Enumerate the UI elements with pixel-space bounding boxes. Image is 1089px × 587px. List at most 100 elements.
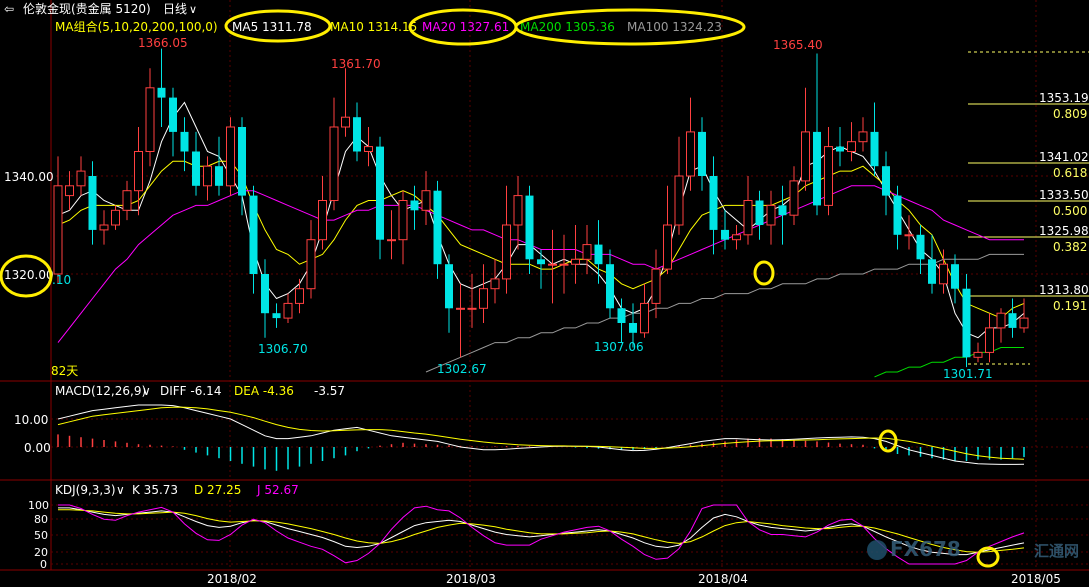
candle-body	[606, 264, 614, 309]
ma-group-label[interactable]: MA组合(5,10,20,200,100,0)	[55, 19, 218, 34]
candle-body	[353, 117, 361, 152]
period-selector[interactable]: 日线	[163, 2, 187, 16]
ma200-value: MA200 1305.36	[520, 20, 615, 34]
candle-body	[766, 204, 776, 226]
chevron-down-icon[interactable]: ∨	[189, 3, 197, 16]
candle-body	[467, 307, 477, 310]
candle-body	[376, 146, 384, 240]
candle-body	[663, 224, 672, 270]
low-label-2: 1302.67	[437, 362, 487, 376]
macd-chevron-icon[interactable]: ∨	[142, 384, 151, 398]
circle-ma200-ma100	[514, 8, 746, 46]
candle-body	[226, 126, 235, 187]
candle-body	[479, 288, 488, 309]
candle-body	[364, 146, 373, 153]
kdj-axis-20: 20	[34, 546, 48, 559]
candle-body	[215, 166, 223, 186]
high-label-1: 1366.05	[138, 36, 188, 50]
low-label-1: 1306.70	[258, 342, 308, 356]
circle-price-1320	[0, 254, 53, 298]
candle-body	[513, 195, 523, 226]
candle-body	[617, 308, 626, 323]
x-label-may: 2018/05	[1011, 572, 1061, 586]
macd-axis-0: 0.00	[24, 441, 51, 455]
kdj-panel	[58, 504, 1025, 565]
candle-body	[996, 312, 1006, 329]
fib-price: 1325.98	[1039, 224, 1089, 238]
kdj-legend: KDJ(9,3,3) ∨ K 35.73 D 27.25 J 52.67 100…	[28, 483, 299, 571]
grid-lines	[51, 175, 1089, 565]
fib-ratio: 0.809	[1053, 107, 1087, 121]
candle-body	[65, 185, 74, 197]
fib-ratio: 0.382	[1053, 240, 1087, 254]
watermark-subtext: 汇通网	[1034, 542, 1079, 560]
kdj-j-line	[58, 504, 1025, 565]
candle-body	[445, 264, 453, 309]
candle-body	[962, 288, 971, 358]
macd-diff-line	[57, 404, 1025, 465]
high-label-3: 1365.40	[773, 38, 823, 52]
candle-body	[398, 200, 408, 241]
macd-value: -3.57	[314, 384, 345, 398]
candle-body	[548, 263, 557, 266]
ma-legend: MA组合(5,10,20,200,100,0) MA5 1311.78 MA10…	[55, 19, 722, 34]
fib-price: 1341.02	[1039, 150, 1089, 164]
candle-body	[893, 195, 902, 235]
back-arrow-icon[interactable]: ⇦	[4, 2, 14, 16]
macd-name[interactable]: MACD(12,26,9)	[55, 384, 146, 398]
candle-body	[238, 127, 246, 196]
candle-body	[882, 166, 890, 196]
candle-body	[709, 176, 718, 230]
candle-body	[559, 263, 569, 266]
macd-panel	[57, 404, 1025, 471]
kdj-name[interactable]: KDJ(9,3,3)	[55, 483, 116, 497]
x-label-feb: 2018/02	[207, 572, 257, 586]
ma-line-ma5	[57, 101, 1025, 339]
candle-body	[433, 190, 442, 265]
candle-body	[928, 259, 936, 284]
ma10-value: MA10 1314.15	[330, 20, 417, 34]
candle-body	[261, 274, 269, 314]
watermark: FX678 汇通网	[867, 537, 1079, 561]
candle-body	[973, 351, 983, 358]
candle-body	[824, 146, 833, 206]
circle-candle-low	[753, 260, 775, 286]
candle-body	[847, 141, 856, 152]
candle-body	[1008, 313, 1017, 328]
candle-body	[180, 131, 189, 152]
candle-body	[629, 323, 637, 333]
candle-body	[99, 224, 109, 231]
circle-ma5	[224, 9, 332, 43]
fib-ratio: 0.618	[1053, 166, 1087, 180]
annotation-circles	[0, 8, 1000, 568]
candle-body	[1019, 317, 1029, 329]
low-label-4: 1301.71	[943, 367, 993, 381]
candle-body	[801, 131, 810, 182]
candle-body	[341, 116, 350, 128]
candle-body	[582, 244, 592, 260]
candle-body	[192, 151, 200, 186]
candle-body	[490, 278, 500, 290]
fib-price: 1353.19	[1039, 91, 1089, 105]
price-annotations: 1366.05 1361.70 1365.40 1306.70 1302.67 …	[51, 36, 993, 381]
kdj-chevron-icon[interactable]: ∨	[116, 483, 125, 497]
kdj-axis-0: 0	[40, 558, 47, 571]
watermark-globe-icon	[867, 540, 887, 560]
macd-axis-10: 10.00	[14, 413, 48, 427]
candle-body	[904, 234, 914, 237]
x-label-mar: 2018/03	[446, 572, 496, 586]
kdj-axis-80: 80	[34, 513, 48, 526]
candle-body	[306, 239, 316, 290]
high-label-2: 1361.70	[331, 57, 381, 71]
candle-body	[410, 200, 419, 211]
candle-body	[721, 229, 729, 240]
candle-body	[169, 97, 177, 132]
candle-body	[134, 151, 143, 192]
candle-body	[88, 176, 97, 230]
price-axis-label-1320: 1320.00	[4, 268, 54, 282]
candle-body	[640, 302, 649, 334]
candle-body	[203, 165, 212, 187]
candle-body	[525, 195, 534, 260]
